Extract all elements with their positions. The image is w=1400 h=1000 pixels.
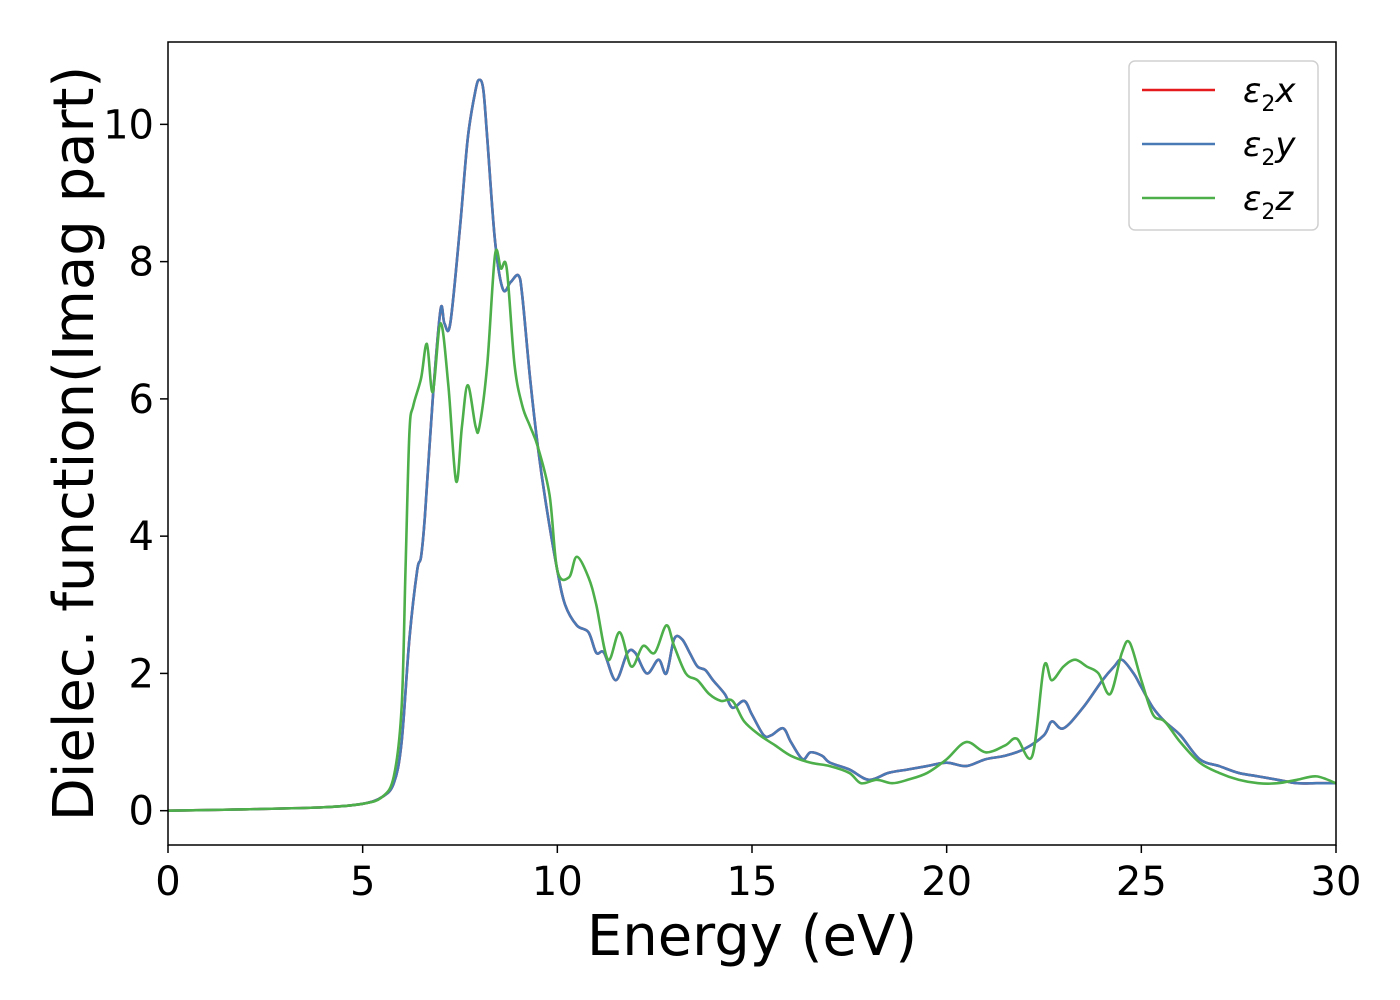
legend-label: ε2x — [1243, 71, 1296, 117]
x-tick-label: 25 — [1116, 859, 1167, 905]
legend-box — [1128, 60, 1319, 231]
x-axis-ticks: 0 5 10 15 20 25 30 — [155, 845, 1361, 905]
x-tick-label: 15 — [727, 859, 778, 905]
y-axis-label: Dielec. function(Imag part) — [42, 66, 107, 822]
plot-lines — [167, 78, 1337, 812]
x-tick-label: 20 — [921, 859, 972, 905]
y-tick-label: 8 — [129, 240, 154, 286]
legend: ε2x ε2y ε2z — [1128, 60, 1319, 231]
legend-label: ε2y — [1243, 125, 1296, 171]
y-tick-label: 6 — [129, 377, 154, 423]
y-tick-label: 10 — [103, 102, 154, 148]
y-tick-label: 4 — [129, 514, 154, 560]
legend-label: ε2z — [1243, 179, 1294, 225]
y-axis-ticks: 0 2 4 6 8 10 — [103, 102, 168, 835]
y-tick-label: 2 — [129, 651, 154, 697]
x-tick-label: 0 — [155, 859, 180, 905]
y-tick-label: 0 — [129, 789, 154, 835]
x-tick-label: 10 — [532, 859, 583, 905]
x-axis-label: Energy (eV) — [587, 904, 917, 969]
x-tick-label: 30 — [1311, 859, 1362, 905]
x-tick-label: 5 — [350, 859, 375, 905]
series-line-e2z — [167, 248, 1337, 812]
